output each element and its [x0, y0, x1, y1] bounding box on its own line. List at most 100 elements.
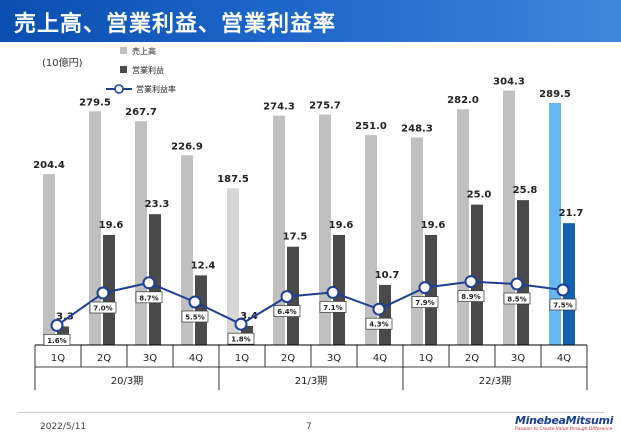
margin-label-box	[43, 334, 71, 346]
margin-point	[188, 295, 202, 309]
profit-value-label: 17.5	[283, 232, 308, 243]
margin-value-label: 1.8%	[231, 336, 250, 344]
sales-bar	[457, 109, 469, 345]
margin-label-box	[89, 301, 117, 314]
margin-point	[234, 317, 248, 331]
company-logo: MinebeaMitsumi Passion to Create Value t…	[515, 414, 613, 436]
page-title: 売上高、営業利益、営業利益率	[14, 12, 337, 37]
sales-value-label: 304.3	[493, 77, 525, 88]
category-tick-label: 4Q	[373, 353, 387, 364]
margin-label-box	[503, 292, 531, 305]
profit-value-label: 19.6	[329, 220, 354, 231]
fiscal-year-label: 22/3期	[479, 375, 511, 387]
legend-label-profit: 営業利益	[132, 65, 164, 75]
margin-line-layer: 1.6% 7.0% 8.7% 5.5% 1.8% 6.4% 7.1% 4.3% 7.9% 8.9%…	[43, 275, 577, 346]
margin-value-label: 7.0%	[93, 305, 112, 313]
profit-value-label: 3.4	[240, 311, 258, 322]
margin-value-label: 1.6%	[47, 337, 66, 345]
sales-bar	[135, 121, 147, 346]
profit-value-label: 12.4	[191, 260, 216, 271]
sales-value-label: 279.5	[79, 97, 111, 108]
axis-layer: 1Q 2Q 3Q 4Q 1Q 2Q 3Q 4Q 1Q 2Q 3Q 4Q 20/3期 21/3期 22/3期	[34, 344, 588, 390]
margin-point	[280, 290, 294, 304]
category-tick-label: 3Q	[327, 353, 341, 364]
margin-value-label: 4.3%	[369, 321, 388, 329]
fiscal-year-label: 20/3期	[111, 375, 143, 387]
profit-bar	[103, 234, 115, 345]
sales-bar	[89, 111, 101, 345]
margin-value-label: 8.5%	[507, 296, 526, 304]
legend-swatch-sales	[120, 47, 127, 54]
profit-value-label: 21.7	[559, 208, 584, 219]
category-tick-label: 1Q	[51, 353, 65, 364]
sales-value-label: 248.3	[401, 123, 433, 134]
footer-divider	[18, 412, 604, 413]
margin-value-label: 8.9%	[461, 293, 480, 301]
profit-bar	[149, 214, 161, 345]
margin-value-label: 8.7%	[139, 294, 158, 302]
margin-label-box	[365, 317, 393, 330]
category-tick-label: 3Q	[511, 353, 525, 364]
sales-bar	[227, 188, 239, 345]
profit-value-label: 19.6	[99, 220, 124, 231]
margin-point	[418, 281, 432, 295]
margin-label-box	[227, 332, 255, 345]
profit-bar	[195, 275, 207, 345]
category-tick-label: 2Q	[281, 353, 295, 364]
margin-point	[326, 285, 340, 299]
sales-value-label: 267.7	[125, 107, 157, 118]
profit-bar	[517, 200, 529, 345]
category-tick-label: 4Q	[557, 353, 571, 364]
sales-value-label: 204.4	[33, 160, 65, 171]
footer-date: 2022/5/11	[40, 422, 87, 432]
sales-value-label: 275.7	[309, 100, 341, 111]
margin-point	[556, 283, 570, 297]
category-tick-label: 1Q	[235, 353, 249, 364]
sales-value-label: 251.0	[355, 121, 387, 132]
margin-label-box	[273, 305, 301, 317]
margin-label-box	[319, 301, 347, 313]
page-number: 7	[306, 422, 312, 432]
margin-point	[464, 275, 478, 289]
legend-label-margin: 営業利益率	[136, 84, 176, 94]
category-tick-label: 2Q	[465, 353, 479, 364]
margin-value-label: 7.5%	[553, 302, 572, 310]
margin-point	[96, 286, 110, 300]
legend-label-sales: 売上高	[132, 46, 156, 56]
sales-bar	[549, 102, 561, 345]
profit-value-label: 19.6	[421, 220, 446, 231]
title-bar: 売上高、営業利益、営業利益率	[0, 0, 621, 42]
logo-tagline: Passion to Create Value through Differen…	[515, 427, 613, 432]
sales-bar	[503, 90, 515, 346]
fiscal-year-label: 21/3期	[295, 375, 327, 387]
profit-value-label: 25.8	[513, 185, 538, 196]
sales-bar	[43, 174, 55, 345]
sales-value-label: 187.5	[217, 174, 249, 185]
category-tick-label: 2Q	[97, 353, 111, 364]
margin-label-box	[457, 290, 485, 302]
margin-label-box	[411, 296, 439, 308]
margin-point	[372, 302, 386, 316]
unit-label: (10億円)	[42, 56, 83, 69]
margin-value-label: 6.4%	[277, 308, 296, 316]
profit-value-label: 3.3	[56, 311, 74, 322]
sales-bar	[319, 114, 331, 345]
profit-value-label: 23.3	[145, 199, 170, 210]
sales-value-label: 289.5	[539, 89, 571, 100]
margin-point	[510, 277, 524, 291]
sales-value-label: 282.0	[447, 95, 479, 106]
profit-bar	[563, 223, 575, 345]
margin-point	[142, 276, 156, 290]
sales-bar	[411, 137, 423, 345]
logo-wordmark: MinebeaMitsumi	[515, 414, 614, 427]
margin-label-box	[135, 291, 163, 304]
sales-bar	[273, 115, 285, 346]
margin-label-box	[549, 298, 577, 311]
category-tick-label: 1Q	[419, 353, 433, 364]
margin-label-box	[181, 310, 209, 323]
margin-point	[50, 318, 64, 332]
sales-bar	[365, 135, 377, 345]
category-tick-label: 3Q	[143, 353, 157, 364]
